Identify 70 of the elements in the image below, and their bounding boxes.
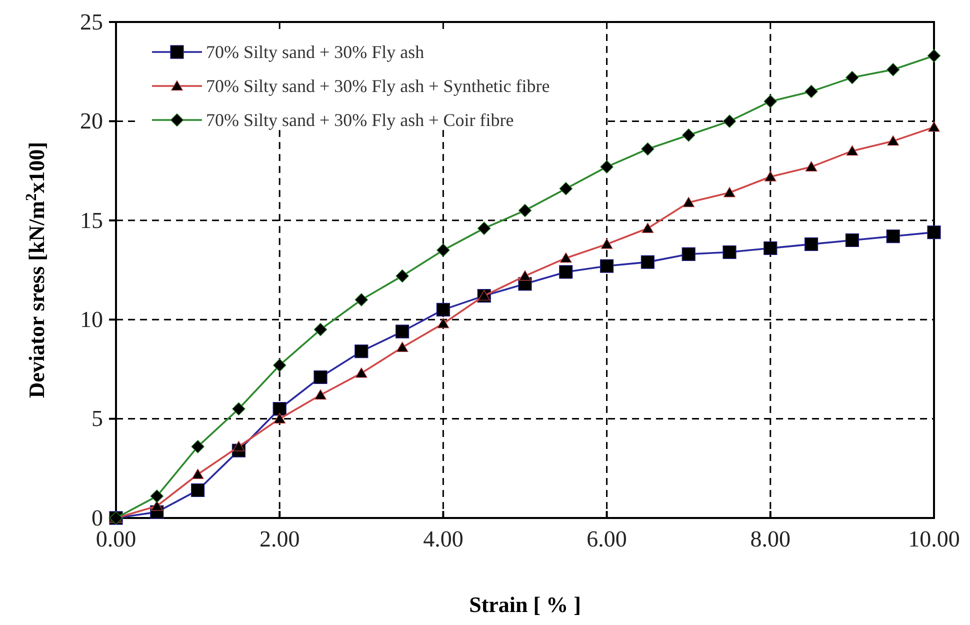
point (641, 142, 654, 156)
point (846, 145, 858, 156)
y-tick-label: 15 (80, 208, 103, 233)
point (314, 322, 328, 336)
point (682, 128, 696, 142)
point (314, 389, 326, 400)
y-tick-label: 25 (80, 9, 103, 34)
point (192, 468, 204, 479)
point (559, 182, 573, 196)
point (682, 196, 695, 208)
y-tick-label: 20 (80, 108, 103, 134)
y-tick-label: 10 (80, 306, 103, 332)
legend-label: 70% Silty sand + 30% Fly ash (206, 42, 424, 62)
point (190, 483, 205, 498)
point (437, 318, 450, 328)
point (354, 293, 368, 306)
point (519, 270, 531, 281)
x-axis-title: Strain [ % ] (469, 592, 581, 617)
point (396, 342, 408, 352)
y-tick-label: 5 (92, 406, 103, 432)
point (396, 269, 409, 283)
point (642, 222, 654, 233)
point (518, 204, 532, 218)
point (232, 440, 245, 452)
point (600, 238, 613, 249)
point (927, 49, 941, 62)
x-tick-label: 8.00 (750, 526, 791, 552)
point (845, 233, 860, 248)
point (191, 440, 204, 454)
point (764, 241, 778, 255)
point (314, 370, 328, 384)
x-tick-label: 10.00 (908, 526, 960, 552)
point (846, 70, 859, 84)
point (150, 500, 163, 511)
point (724, 186, 736, 198)
point (764, 171, 776, 182)
point (887, 135, 900, 146)
point (232, 402, 246, 416)
point (805, 161, 818, 172)
point (477, 222, 491, 235)
point (354, 344, 368, 358)
point (600, 259, 614, 273)
point (560, 252, 572, 263)
point (682, 247, 696, 261)
point (764, 94, 778, 108)
point (436, 302, 450, 316)
point (927, 225, 941, 240)
point (804, 237, 818, 252)
point (272, 402, 286, 416)
legend-label: 70% Silty sand + 30% Fly ash + Synthetic fibre (206, 76, 550, 96)
point (478, 290, 490, 300)
point (436, 244, 450, 257)
x-tick-label: 6.00 (586, 526, 627, 552)
point (640, 255, 655, 269)
point (600, 160, 614, 174)
legend-label: 70% Silty sand + 30% Fly ash + Coir fibre (206, 110, 514, 130)
point (395, 324, 410, 338)
point (274, 413, 286, 424)
point (886, 62, 900, 76)
point (150, 490, 164, 503)
point (722, 114, 736, 128)
x-tick-label: 4.00 (423, 526, 464, 552)
point (804, 84, 818, 98)
point (722, 245, 736, 259)
point (928, 121, 940, 132)
point (559, 265, 573, 279)
point (272, 358, 286, 372)
point (355, 367, 368, 378)
point (886, 229, 900, 244)
x-tick-label: 2.00 (259, 526, 300, 552)
